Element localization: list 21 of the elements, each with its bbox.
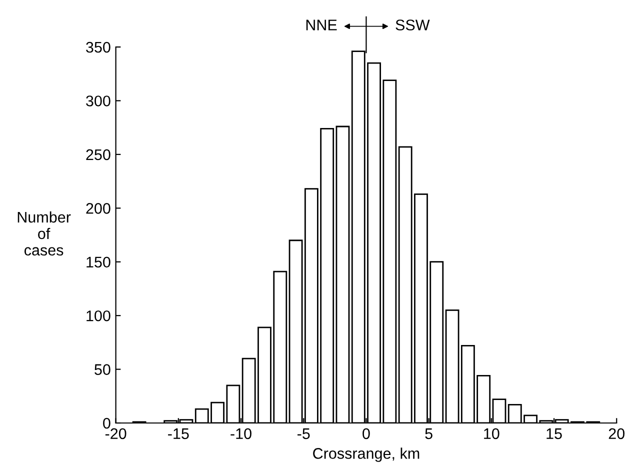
text: SSW	[396, 20, 430, 30]
y-tick-label: 300	[86, 96, 110, 106]
y-tick-label: 200	[86, 203, 110, 214]
x-tick-label: 10	[484, 428, 500, 440]
x-tick-label: 20	[608, 428, 625, 440]
y-tick-label: 350	[86, 42, 110, 53]
text: NNE	[306, 20, 337, 30]
x-tick-label: 0	[362, 428, 370, 440]
y-tick-label: 0	[103, 418, 110, 429]
y-axis-title: Number of cases	[18, 211, 71, 256]
y-tick-label: 100	[86, 310, 110, 322]
y-tick-label: 250	[86, 149, 110, 160]
x-tick-label: -20	[105, 428, 126, 440]
x-tick-label: 5	[425, 428, 432, 440]
x-tick-label: -5	[297, 428, 310, 440]
x-tick-label: 15	[546, 428, 562, 440]
x-tick-label: -10	[230, 428, 252, 440]
x-axis-title: Crossrange, km	[313, 448, 420, 462]
y-tick-label: 150	[86, 256, 110, 268]
x-tick-label: -15	[168, 428, 189, 440]
y-tick-label: 50	[94, 364, 110, 375]
